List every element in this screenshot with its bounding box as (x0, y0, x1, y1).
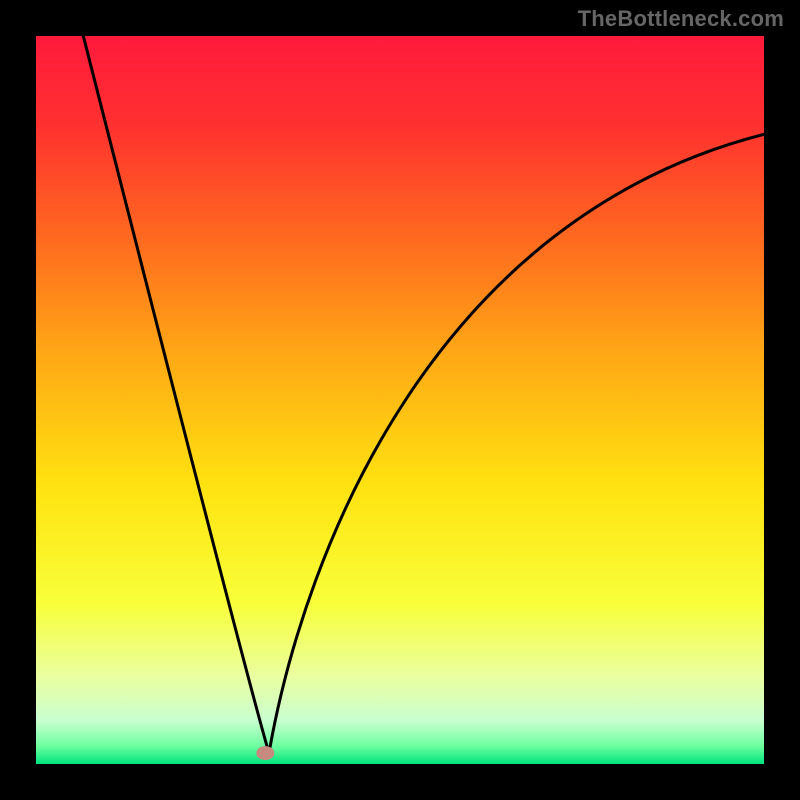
bottleneck-chart-svg (0, 0, 800, 800)
watermark-text: TheBottleneck.com (578, 6, 784, 32)
chart-container: TheBottleneck.com (0, 0, 800, 800)
optimal-point-marker (256, 746, 274, 760)
chart-background-gradient (36, 36, 764, 764)
